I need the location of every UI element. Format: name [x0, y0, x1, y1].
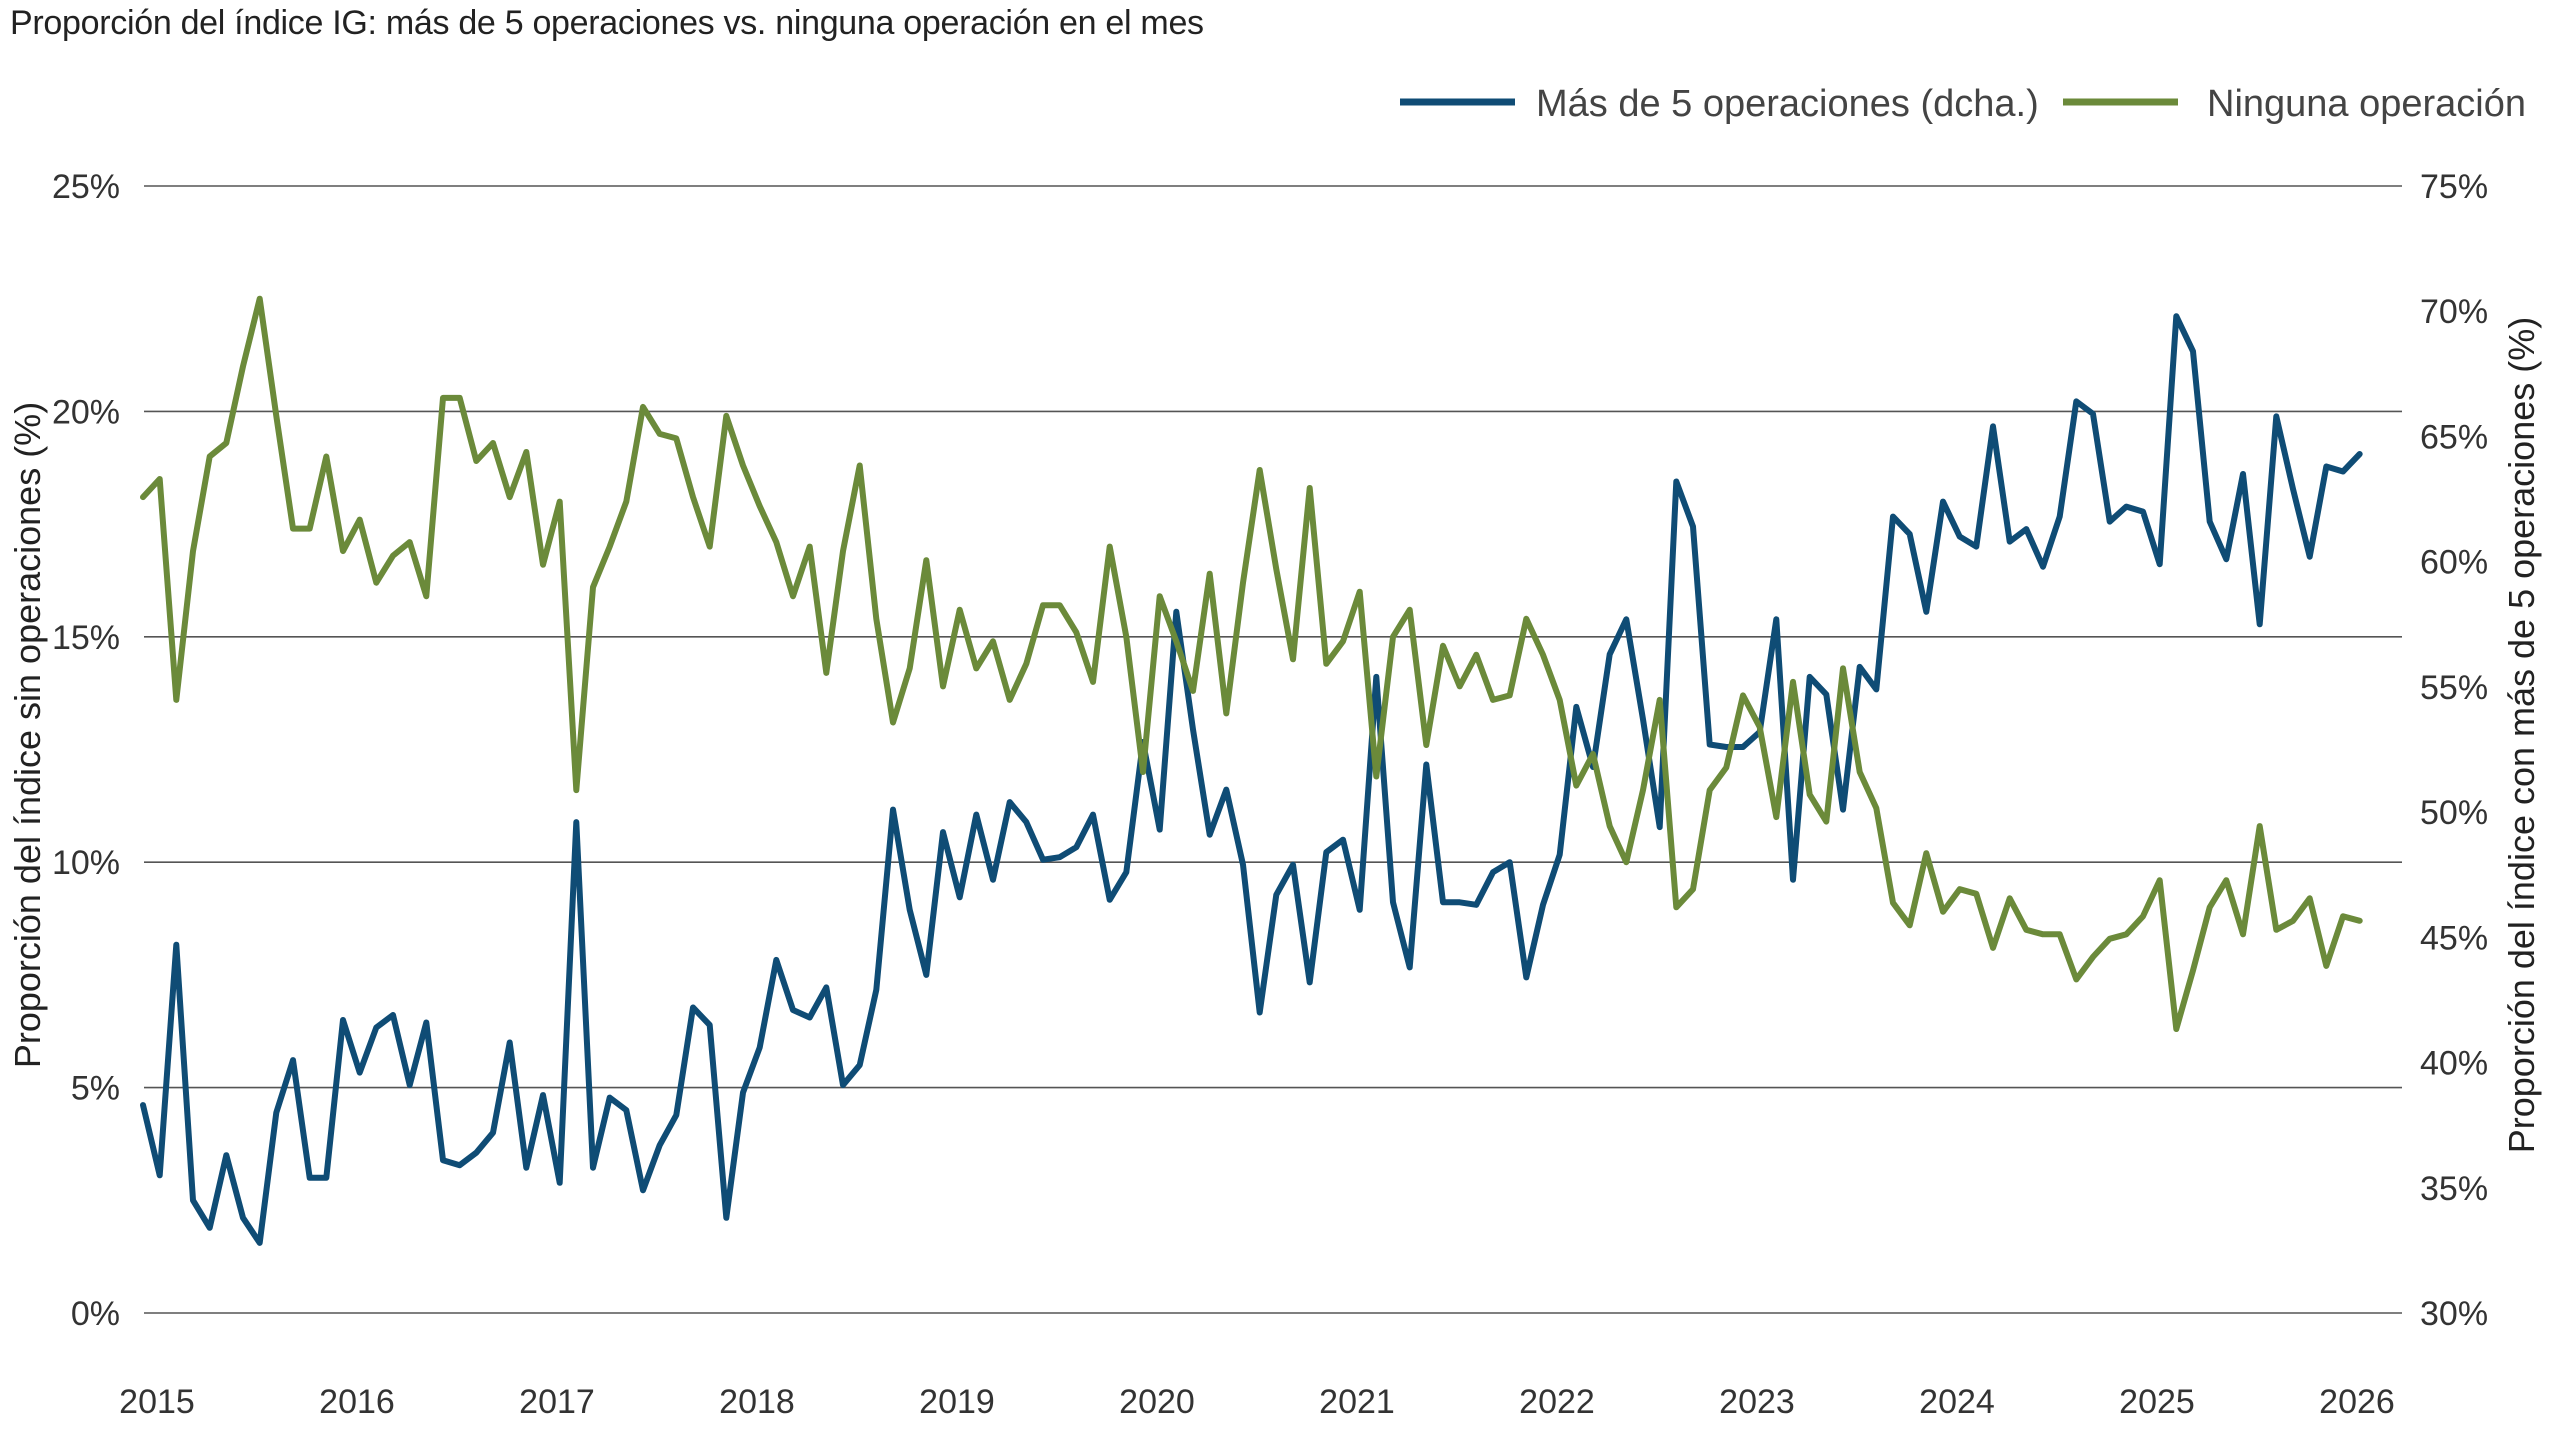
right-tick-label: 50%: [2420, 794, 2488, 832]
legend: Más de 5 operaciones (dcha.) Ninguna ope…: [1400, 83, 2526, 125]
x-tick-label: 2023: [1719, 1383, 1795, 1421]
right-axis-label: Proporción del índice con más de 5 opera…: [2501, 317, 2542, 1153]
right-tick-label: 75%: [2420, 168, 2488, 206]
right-tick-label: 70%: [2420, 293, 2488, 331]
left-tick-label: 20%: [52, 393, 120, 431]
right-tick-label: 30%: [2420, 1295, 2488, 1333]
right-tick-label: 45%: [2420, 919, 2488, 957]
x-axis-ticks: 2015 2016 2017 2018 2019 2020 2021 2022 2023 2024…: [119, 1383, 2395, 1421]
chart-title: Proporción del índice IG: más de 5 opera…: [10, 4, 1204, 42]
left-tick-label: 25%: [52, 168, 120, 206]
x-tick-label: 2020: [1119, 1383, 1195, 1421]
x-tick-label: 2026: [2319, 1383, 2395, 1421]
x-tick-label: 2022: [1519, 1383, 1595, 1421]
right-tick-label: 35%: [2420, 1170, 2488, 1208]
x-tick-label: 2021: [1319, 1383, 1395, 1421]
series-line-ninguna: [140, 295, 2363, 1032]
right-tick-label: 60%: [2420, 544, 2488, 582]
left-axis-label: Proporción del índice sin operaciones (%…: [7, 402, 48, 1068]
left-axis-ticks: 0% 5% 10% 15% 20% 25%: [52, 168, 120, 1333]
gridlines: [144, 185, 2402, 1314]
legend-label-ninguna: Ninguna operación: [2207, 83, 2526, 125]
x-tick-label: 2019: [919, 1383, 995, 1421]
x-tick-label: 2024: [1919, 1383, 1995, 1421]
legend-label-mas-de-5: Más de 5 operaciones (dcha.): [1536, 83, 2039, 125]
series-line-mas-de-5: [140, 313, 2363, 1246]
left-tick-label: 0%: [71, 1295, 120, 1333]
x-tick-label: 2018: [719, 1383, 795, 1421]
x-tick-label: 2025: [2119, 1383, 2195, 1421]
series-lines: [140, 295, 2363, 1246]
right-axis-ticks: 30% 35% 40% 45% 50% 55% 60% 65% 70% 75%: [2420, 168, 2488, 1333]
right-tick-label: 65%: [2420, 418, 2488, 456]
right-tick-label: 40%: [2420, 1045, 2488, 1083]
left-tick-label: 10%: [52, 844, 120, 882]
left-tick-label: 5%: [71, 1070, 120, 1108]
x-tick-label: 2017: [519, 1383, 595, 1421]
right-tick-label: 55%: [2420, 669, 2488, 707]
x-tick-label: 2016: [319, 1383, 395, 1421]
x-tick-label: 2015: [119, 1383, 195, 1421]
left-tick-label: 15%: [52, 619, 120, 657]
